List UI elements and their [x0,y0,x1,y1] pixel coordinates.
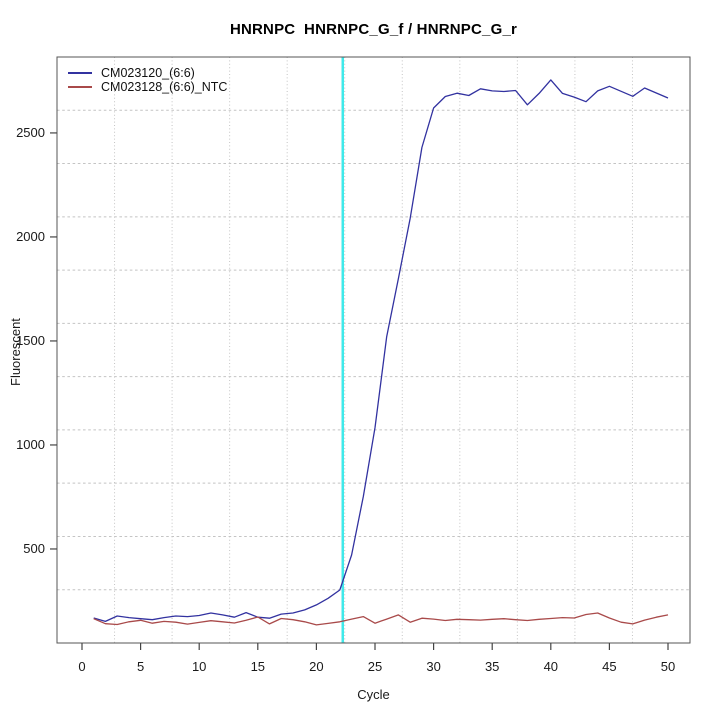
legend-label: CM023128_(6:6)_NTC [101,79,228,94]
legend: CM023120_(6:6) CM023128_(6:6)_NTC [68,65,228,94]
x-axis-label: Cycle [357,687,390,702]
legend-line-swatch [68,71,92,74]
legend-entry-positive: CM023120_(6:6) [68,65,227,80]
legend-label: CM023120_(6:6) [101,65,195,80]
series-curve-0 [93,79,669,623]
x-tick-label: 20 [309,659,324,674]
y-tick-label: 2000 [16,229,45,245]
x-tick-label: 35 [484,659,500,674]
legend-entry-ntc: CM023128_(6:6)_NTC [68,79,228,94]
x-tick-label: 45 [602,659,617,674]
series-curve-1 [93,612,669,626]
x-tick-label: 50 [660,659,676,674]
x-tick-label: 30 [426,659,441,674]
gridlines [57,57,690,643]
y-axis-label: Fluorescent [8,318,23,386]
tick-marks [50,132,669,650]
amplification-curves [93,79,669,626]
x-tick-label: 40 [543,659,559,674]
y-tick-label: 500 [23,541,45,557]
plot-box [56,56,691,644]
x-tick-label: 0 [78,659,86,674]
y-tick-label: 1000 [16,437,45,453]
chart-title: HNRNPC HNRNPC_G_f / HNRNPC_G_r [229,21,518,38]
x-tick-label: 5 [136,659,145,674]
x-tick-label: 10 [191,659,207,674]
legend-line-swatch [68,85,92,88]
y-tick-label: 1500 [16,333,45,349]
y-tick-label: 2500 [16,125,45,141]
x-tick-label: 25 [367,659,383,674]
x-tick-label: 15 [250,659,266,674]
